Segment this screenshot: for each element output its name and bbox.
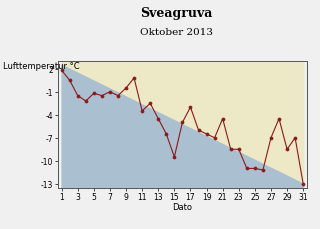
Text: Lufttemperatur °C: Lufttemperatur °C bbox=[3, 62, 80, 71]
X-axis label: Dato: Dato bbox=[172, 202, 192, 211]
Text: Oktober 2013: Oktober 2013 bbox=[140, 27, 212, 36]
Text: Sveagruva: Sveagruva bbox=[140, 7, 212, 20]
